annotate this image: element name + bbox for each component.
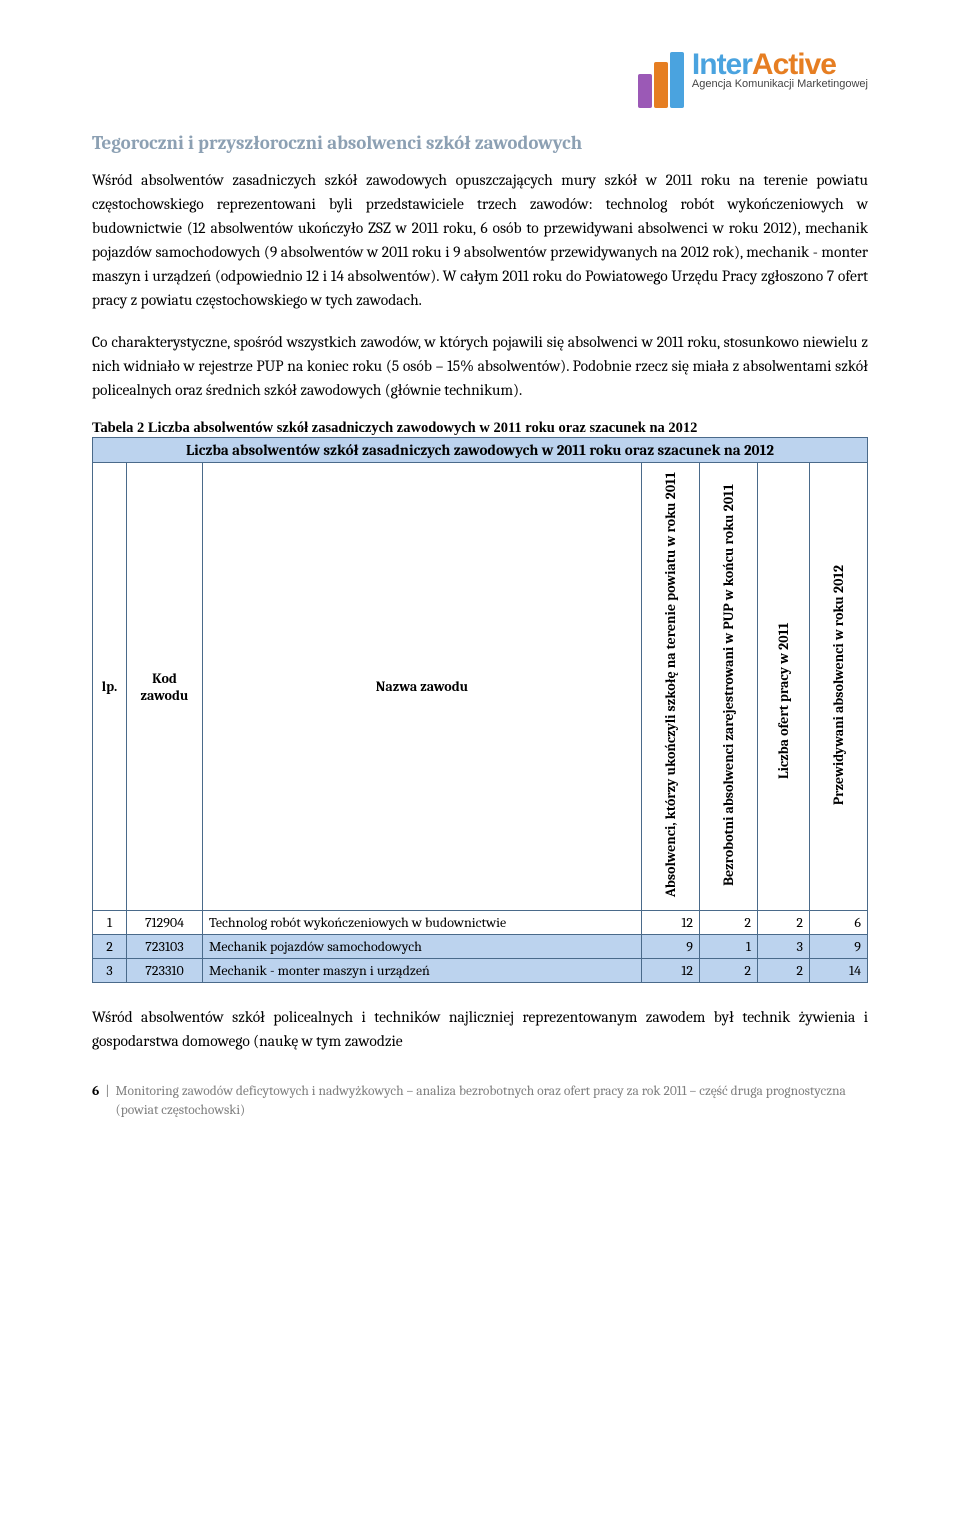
footer-page-number: 6 [92, 1083, 99, 1102]
cell-v4: 14 [810, 959, 868, 983]
footer-separator: | [105, 1083, 109, 1102]
cell-kod: 712904 [127, 911, 203, 935]
cell-v3: 2 [758, 911, 810, 935]
col-oferty: Liczba ofert pracy w 2011 [775, 585, 793, 785]
cell-lp: 1 [93, 911, 127, 935]
table-title: Liczba absolwentów szkół zasadniczych za… [93, 438, 868, 463]
cell-v2: 2 [700, 911, 758, 935]
paragraph-3: Wśród absolwentów szkół policealnych i t… [92, 1005, 868, 1053]
cell-v4: 9 [810, 935, 868, 959]
cell-nazwa: Mechanik pojazdów samochodowych [203, 935, 642, 959]
cell-v2: 1 [700, 935, 758, 959]
col-przewidywani: Przewidywani absolwenci w roku 2012 [830, 559, 848, 811]
col-kod: Kod zawodu [127, 463, 203, 911]
cell-lp: 3 [93, 959, 127, 983]
table-row: 2 723103 Mechanik pojazdów samochodowych… [93, 935, 868, 959]
cell-v3: 3 [758, 935, 810, 959]
page-footer: 6 | Monitoring zawodów deficytowych i na… [92, 1083, 868, 1121]
section-heading: Tegoroczni i przyszłoroczni absolwenci s… [92, 132, 868, 154]
logo-subtitle: Agencja Komunikacji Marketingowej [692, 78, 868, 90]
cell-lp: 2 [93, 935, 127, 959]
cell-v4: 6 [810, 911, 868, 935]
cell-v1: 12 [642, 911, 700, 935]
logo-bars-icon [638, 48, 684, 108]
paragraph-2: Co charakterystyczne, spośród wszystkich… [92, 330, 868, 402]
data-table: Liczba absolwentów szkół zasadniczych za… [92, 437, 868, 983]
table-row: 1 712904 Technolog robót wykończeniowych… [93, 911, 868, 935]
cell-v1: 12 [642, 959, 700, 983]
header-logo-area: InterActive Agencja Komunikacji Marketin… [92, 48, 868, 108]
table-row: 3 723310 Mechanik - monter maszyn i urzą… [93, 959, 868, 983]
logo-text: InterActive Agencja Komunikacji Marketin… [692, 48, 868, 90]
logo-title-part-2: Active [752, 48, 836, 81]
col-bezrobotni: Bezrobotni absolwenci zarejestrowani w P… [720, 478, 738, 892]
table-caption: Tabela 2 Liczba absolwentów szkół zasadn… [92, 420, 868, 437]
logo: InterActive Agencja Komunikacji Marketin… [638, 48, 868, 108]
col-nazwa: Nazwa zawodu [203, 463, 642, 911]
col-absolwenci: Absolwenci, którzy ukończyli szkołę na t… [662, 466, 680, 903]
cell-v2: 2 [700, 959, 758, 983]
footer-text: Monitoring zawodów deficytowych i nadwyż… [116, 1083, 868, 1121]
paragraph-1: Wśród absolwentów zasadniczych szkół zaw… [92, 168, 868, 312]
cell-kod: 723310 [127, 959, 203, 983]
cell-v3: 2 [758, 959, 810, 983]
col-lp: lp. [93, 463, 127, 911]
logo-title: InterActive [692, 48, 868, 82]
cell-nazwa: Technolog robót wykończeniowych w budown… [203, 911, 642, 935]
logo-title-part-1: Inter [692, 48, 752, 81]
cell-nazwa: Mechanik - monter maszyn i urządzeń [203, 959, 642, 983]
cell-v1: 9 [642, 935, 700, 959]
cell-kod: 723103 [127, 935, 203, 959]
table-title-row: Liczba absolwentów szkół zasadniczych za… [93, 438, 868, 463]
table-header-row: lp. Kod zawodu Nazwa zawodu Absolwenci, … [93, 463, 868, 911]
